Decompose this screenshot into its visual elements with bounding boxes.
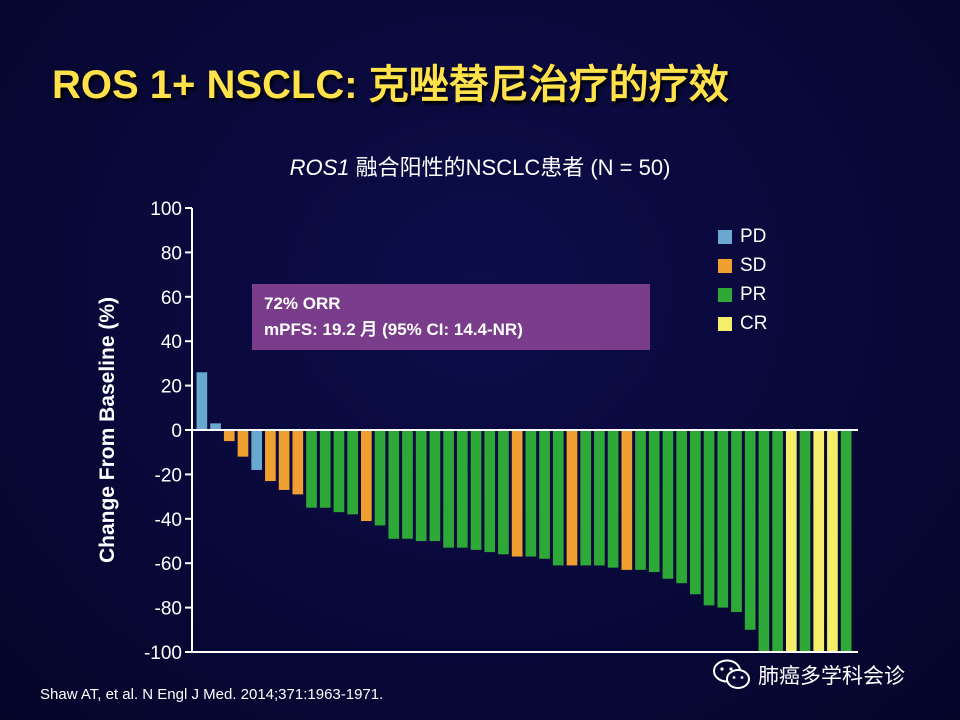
bar-37-pr bbox=[690, 430, 701, 595]
bar-12-pr bbox=[347, 430, 358, 515]
legend-swatch-sd bbox=[718, 258, 732, 273]
legend-item-cr: CR bbox=[718, 309, 767, 338]
legend-item-sd: SD bbox=[718, 251, 767, 280]
bar-18-pr bbox=[429, 430, 441, 541]
bar-38-pr bbox=[703, 430, 715, 606]
bar-28-sd bbox=[566, 430, 578, 566]
bar-41-pr bbox=[744, 430, 756, 630]
bar-35-pr bbox=[662, 430, 674, 579]
bar-31-pr bbox=[607, 430, 619, 568]
summary-orr: 72% ORR bbox=[264, 294, 341, 313]
legend-swatch-cr bbox=[718, 316, 732, 331]
bar-13-sd bbox=[361, 430, 372, 522]
y-tick-label-40: 40 bbox=[161, 332, 182, 353]
bar-21-pr bbox=[470, 430, 482, 550]
watermark: 肺癌多学科会诊 bbox=[712, 658, 905, 692]
bar-2-pd bbox=[210, 423, 221, 430]
bar-16-pr bbox=[402, 430, 413, 539]
bar-33-pr bbox=[635, 430, 646, 570]
bar-5-pd bbox=[251, 430, 263, 470]
legend: PD SD PR CR bbox=[718, 222, 767, 338]
legend-label-pd: PD bbox=[740, 225, 767, 247]
bar-3-sd bbox=[223, 430, 235, 442]
bar-6-sd bbox=[265, 430, 276, 482]
y-tick-label-80: 80 bbox=[161, 243, 182, 264]
bar-25-pr bbox=[525, 430, 537, 557]
bar-19-pr bbox=[443, 430, 454, 548]
slide-title: ROS 1+ NSCLC: 克唑替尼治疗的疗效 bbox=[52, 63, 729, 107]
bar-39-pr bbox=[717, 430, 729, 608]
summary-box: 72% ORR mPFS: 19.2 月 (95% CI: 14.4-NR) bbox=[252, 284, 650, 350]
bar-29-pr bbox=[580, 430, 592, 566]
watermark-text: 肺癌多学科会诊 bbox=[758, 665, 905, 688]
bar-46-cr bbox=[813, 430, 825, 652]
bar-47-cr bbox=[827, 430, 838, 652]
bar-15-pr bbox=[388, 430, 400, 539]
legend-swatch-pr bbox=[718, 287, 732, 302]
y-tick-label--20: -20 bbox=[155, 465, 182, 486]
bar-14-pr bbox=[374, 430, 386, 526]
y-tick-label-0: 0 bbox=[171, 421, 182, 442]
subtitle-gene: ROS1 bbox=[289, 155, 350, 180]
y-tick-label--40: -40 bbox=[155, 510, 182, 531]
bar-44-cr bbox=[785, 430, 797, 652]
bar-20-pr bbox=[456, 430, 468, 548]
bar-1-pd bbox=[196, 372, 208, 430]
bar-17-pr bbox=[415, 430, 427, 541]
bar-40-pr bbox=[731, 430, 742, 613]
legend-label-sd: SD bbox=[740, 254, 767, 276]
summary-mpfs: mPFS: 19.2 月 (95% CI: 14.4-NR) bbox=[264, 320, 523, 339]
y-tick-label--80: -80 bbox=[155, 599, 182, 620]
y-tick-label--60: -60 bbox=[155, 554, 182, 575]
bar-9-pr bbox=[306, 430, 317, 508]
bar-4-sd bbox=[237, 430, 249, 457]
bar-36-pr bbox=[676, 430, 687, 584]
y-tick-label-100: 100 bbox=[150, 199, 182, 220]
bar-23-pr bbox=[498, 430, 509, 555]
y-tick-label-60: 60 bbox=[161, 288, 182, 309]
bar-34-pr bbox=[648, 430, 660, 573]
wechat-icon bbox=[713, 659, 750, 689]
bar-27-pr bbox=[552, 430, 564, 566]
bar-22-pr bbox=[484, 430, 496, 553]
legend-label-pr: PR bbox=[740, 283, 767, 305]
subtitle-rest: 融合阳性的NSCLC患者 (N = 50) bbox=[349, 155, 671, 180]
bar-7-sd bbox=[278, 430, 290, 490]
bar-42-pr bbox=[758, 430, 770, 652]
y-axis-label: Change From Baseline (%) bbox=[96, 297, 119, 563]
chart-subtitle: ROS1 融合阳性的NSCLC患者 (N = 50) bbox=[0, 150, 960, 182]
axes-group: 100 80 60 40 20 0 -20 -40 -60 -80 -100 bbox=[144, 199, 858, 664]
bar-11-pr bbox=[333, 430, 345, 513]
bar-45-pr bbox=[799, 430, 811, 652]
bar-8-sd bbox=[292, 430, 304, 495]
legend-swatch-pd bbox=[718, 229, 732, 244]
y-tick-label--100: -100 bbox=[144, 643, 182, 664]
bars-group bbox=[196, 372, 852, 652]
legend-item-pr: PR bbox=[718, 280, 767, 309]
bar-26-pr bbox=[539, 430, 550, 559]
bar-43-pr bbox=[772, 430, 783, 652]
y-tick-label-20: 20 bbox=[161, 377, 182, 398]
bar-48-pr bbox=[840, 430, 852, 652]
citation: Shaw AT, et al. N Engl J Med. 2014;371:1… bbox=[40, 686, 384, 703]
legend-label-cr: CR bbox=[740, 312, 768, 334]
bar-24-sd bbox=[511, 430, 523, 557]
legend-item-pd: PD bbox=[718, 222, 767, 251]
bar-32-sd bbox=[621, 430, 633, 570]
bar-30-pr bbox=[594, 430, 605, 566]
bar-10-pr bbox=[319, 430, 331, 508]
